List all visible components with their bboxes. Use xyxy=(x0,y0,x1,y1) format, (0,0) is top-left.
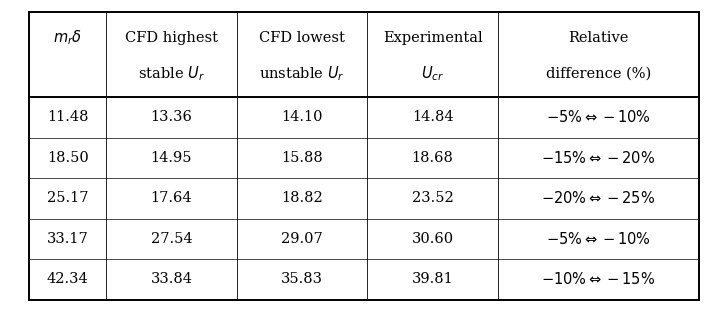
Text: 18.50: 18.50 xyxy=(47,151,89,165)
Text: 18.82: 18.82 xyxy=(281,191,323,205)
Text: difference (%): difference (%) xyxy=(546,66,651,80)
Text: 35.83: 35.83 xyxy=(281,272,323,286)
Text: 14.84: 14.84 xyxy=(412,110,454,124)
Text: 15.88: 15.88 xyxy=(281,151,323,165)
Text: Experimental: Experimental xyxy=(383,31,483,45)
Text: 42.34: 42.34 xyxy=(47,272,89,286)
Text: 27.54: 27.54 xyxy=(151,232,192,246)
Text: 33.17: 33.17 xyxy=(47,232,89,246)
Text: 17.64: 17.64 xyxy=(151,191,192,205)
Text: 25.17: 25.17 xyxy=(47,191,88,205)
Text: 30.60: 30.60 xyxy=(411,232,454,246)
Text: 29.07: 29.07 xyxy=(281,232,323,246)
Text: 18.68: 18.68 xyxy=(412,151,454,165)
Text: $-15\%\Leftrightarrow -20\%$: $-15\%\Leftrightarrow -20\%$ xyxy=(542,150,655,166)
Text: $-5\%\Leftrightarrow -10\%$: $-5\%\Leftrightarrow -10\%$ xyxy=(546,231,651,247)
Text: 13.36: 13.36 xyxy=(151,110,192,124)
Text: stable $U_r$: stable $U_r$ xyxy=(138,64,205,83)
Text: 14.95: 14.95 xyxy=(151,151,192,165)
Text: $-10\%\Leftrightarrow -15\%$: $-10\%\Leftrightarrow -15\%$ xyxy=(542,271,655,287)
Text: CFD highest: CFD highest xyxy=(125,31,218,45)
Text: $m_r\delta$: $m_r\delta$ xyxy=(53,28,82,47)
Text: 11.48: 11.48 xyxy=(47,110,88,124)
Text: 39.81: 39.81 xyxy=(412,272,454,286)
Text: 33.84: 33.84 xyxy=(151,272,192,286)
Text: 14.10: 14.10 xyxy=(281,110,323,124)
Text: 23.52: 23.52 xyxy=(412,191,454,205)
Text: $-20\%\Leftrightarrow -25\%$: $-20\%\Leftrightarrow -25\%$ xyxy=(542,190,655,206)
Text: $U_{cr}$: $U_{cr}$ xyxy=(421,64,444,83)
Text: CFD lowest: CFD lowest xyxy=(259,31,345,45)
Text: Relative: Relative xyxy=(569,31,628,45)
Text: $-5\%\Leftrightarrow -10\%$: $-5\%\Leftrightarrow -10\%$ xyxy=(546,110,651,125)
Text: unstable $U_r$: unstable $U_r$ xyxy=(259,64,345,83)
